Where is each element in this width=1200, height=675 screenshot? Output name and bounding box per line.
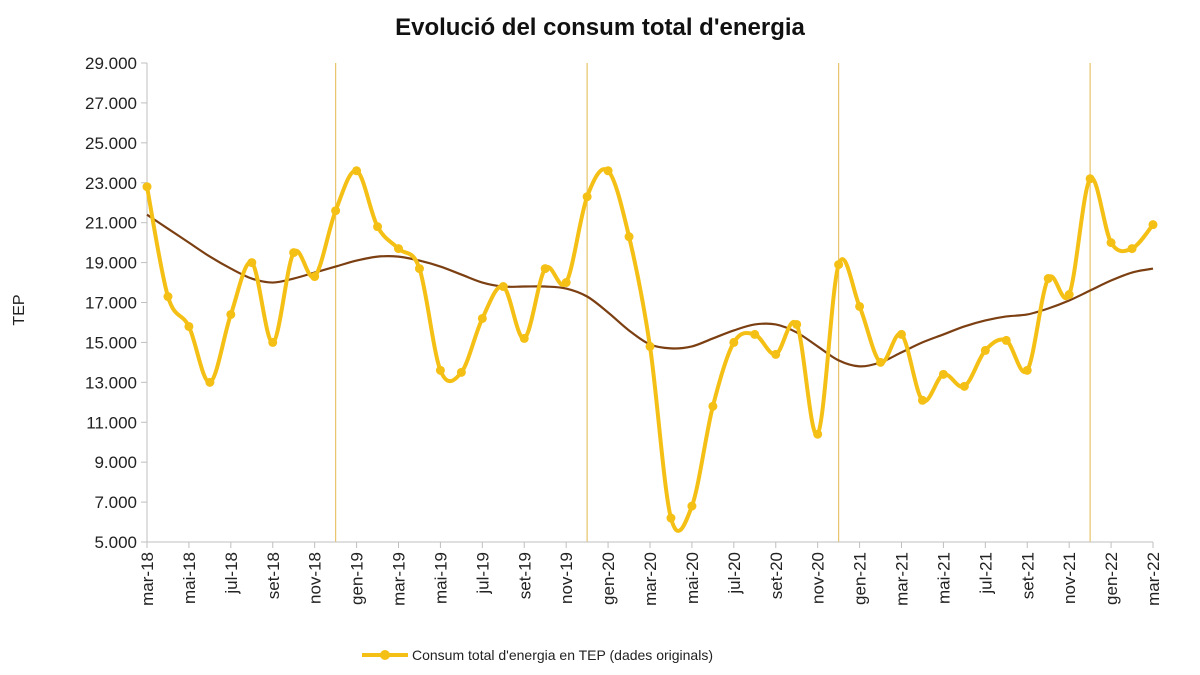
y-tick-label: 15.000	[85, 333, 137, 352]
y-tick-label: 25.000	[85, 134, 137, 153]
data-point	[289, 248, 299, 258]
data-point	[1148, 220, 1158, 230]
x-tick-label: mar-18	[138, 552, 157, 606]
legend-label: Consum total d'energia en TEP (dades ori…	[412, 647, 713, 663]
data-point	[184, 321, 194, 331]
data-point	[792, 319, 802, 329]
data-point	[938, 369, 948, 379]
data-point	[666, 513, 676, 523]
y-tick-label: 7.000	[94, 493, 137, 512]
y-tick-label: 19.000	[85, 254, 137, 273]
data-point	[561, 278, 571, 288]
legend: Consum total d'energia en TEP (dades ori…	[362, 647, 713, 663]
y-tick-label: 21.000	[85, 214, 137, 233]
data-point	[226, 309, 236, 319]
data-point	[582, 192, 592, 202]
chart-title: Evolució del consum total d'energia	[395, 14, 805, 41]
data-point	[708, 401, 718, 411]
x-tick-label: gen-22	[1102, 552, 1121, 605]
data-point	[1106, 238, 1116, 248]
x-tick-label: gen-20	[599, 552, 618, 605]
x-tick-label: jul-18	[222, 552, 241, 595]
x-axis: mar-18 mai-18 jul-18 set-18 nov-18 gen-19 mar-…	[138, 541, 1163, 606]
x-tick-label: jul-20	[725, 552, 744, 595]
data-point	[1064, 290, 1074, 300]
y-tick-label: 5.000	[94, 533, 137, 552]
data-point	[980, 345, 990, 355]
x-tick-label: mar-20	[641, 552, 660, 606]
data-point	[1127, 244, 1137, 254]
x-tick-label: mai-20	[683, 552, 702, 604]
y-tick-label: 9.000	[94, 453, 137, 472]
x-tick-label: jul-21	[976, 552, 995, 595]
data-point	[603, 166, 613, 176]
data-point	[729, 337, 739, 347]
x-tick-label: nov-18	[306, 552, 325, 604]
data-point	[876, 357, 886, 367]
data-point	[477, 313, 487, 323]
data-point	[352, 166, 362, 176]
x-tick-label: gen-21	[851, 552, 870, 605]
data-point	[205, 377, 215, 387]
x-tick-label: set-20	[767, 552, 786, 599]
data-point	[1022, 365, 1032, 375]
x-tick-label: set-19	[515, 552, 534, 599]
data-point	[813, 429, 823, 439]
data-point	[519, 333, 529, 343]
x-tick-label: mai-21	[934, 552, 953, 604]
data-point	[771, 349, 781, 359]
x-tick-label: mar-22	[1144, 552, 1163, 606]
x-tick-label: jul-19	[473, 552, 492, 595]
x-tick-label: set-21	[1018, 552, 1037, 599]
x-tick-label: nov-21	[1060, 552, 1079, 604]
data-point	[917, 395, 927, 405]
x-tick-label: nov-19	[557, 552, 576, 604]
y-tick-label: 29.000	[85, 54, 137, 73]
x-tick-label: mar-21	[893, 552, 912, 606]
data-point	[1001, 335, 1011, 345]
y-tick-label: 27.000	[85, 94, 137, 113]
data-point	[142, 182, 152, 192]
data-point	[834, 260, 844, 270]
data-point	[1043, 274, 1053, 284]
data-point	[268, 337, 278, 347]
x-tick-label: nov-20	[809, 552, 828, 604]
data-point	[1085, 174, 1095, 184]
data-point	[959, 381, 969, 391]
data-point	[540, 264, 550, 274]
y-tick-label: 23.000	[85, 174, 137, 193]
data-point	[414, 264, 424, 274]
x-tick-label: mai-19	[431, 552, 450, 604]
y-axis-label: TEP	[11, 294, 28, 325]
data-point	[163, 292, 173, 302]
year-divider-lines	[335, 63, 1091, 542]
y-axis: 29.000 27.000 25.000 23.000 21.000 19.000 17.0…	[85, 54, 148, 552]
y-tick-label: 17.000	[85, 294, 137, 313]
y-tick-label: 13.000	[85, 373, 137, 392]
x-tick-label: mai-18	[180, 552, 199, 604]
data-point	[456, 367, 466, 377]
data-point	[373, 222, 383, 232]
data-point	[247, 258, 257, 268]
data-point	[645, 341, 655, 351]
x-tick-label: gen-19	[348, 552, 367, 605]
legend-swatch-marker	[380, 650, 390, 660]
data-point	[624, 232, 634, 242]
x-tick-label: mar-19	[390, 552, 409, 606]
data-point	[310, 272, 320, 282]
data-point	[435, 365, 445, 375]
y-tick-label: 11.000	[86, 413, 137, 432]
data-point	[855, 301, 865, 311]
data-point	[498, 282, 508, 292]
data-point	[331, 206, 341, 216]
original-data-series	[142, 166, 1158, 533]
data-point	[897, 329, 906, 339]
x-tick-label: set-18	[264, 552, 283, 599]
data-point	[750, 329, 760, 339]
data-point	[394, 244, 403, 254]
data-point	[687, 501, 697, 511]
